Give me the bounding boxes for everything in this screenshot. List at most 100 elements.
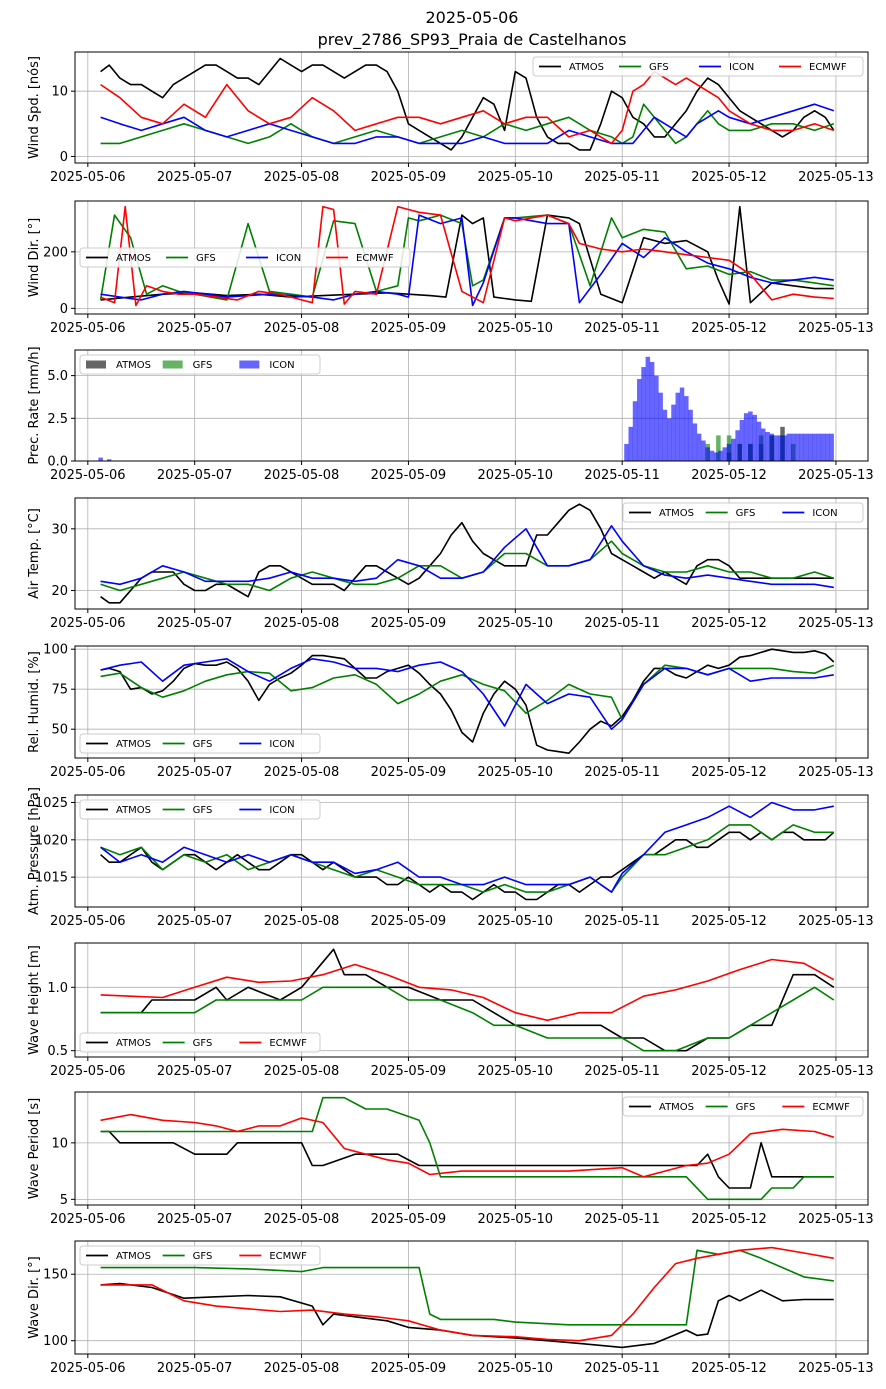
x-tick-label: 2025-05-10 (478, 170, 554, 185)
bar (658, 392, 663, 461)
x-tick-label: 2025-05-08 (264, 616, 340, 631)
legend-box (79, 1032, 321, 1053)
panel-9: 2025-05-06 2025-05-07 2025-05-08 2025-05-09… (27, 1240, 874, 1376)
bar (778, 435, 783, 461)
x-tick-label: 2025-05-11 (584, 170, 660, 185)
bar (812, 433, 817, 461)
legend-label: ECMWF (269, 1038, 307, 1049)
x-tick-label: 2025-05-07 (157, 914, 233, 929)
legend: ATMOS GFS ICON (79, 354, 321, 375)
bar (765, 431, 770, 461)
plot-area (100, 948, 835, 1052)
bar (705, 447, 710, 461)
bar (808, 433, 813, 461)
bar (816, 433, 822, 461)
x-tick-label: 2025-05-09 (371, 914, 447, 929)
y-tick-label: 10 (51, 1136, 68, 1151)
legend: ATMOS GFS ECMWF (79, 1032, 321, 1053)
bar (820, 433, 826, 461)
bar (662, 409, 668, 461)
x-tick-label: 2025-05-11 (584, 1361, 660, 1376)
plot-area (100, 1246, 834, 1349)
y-axis-label: Wind Spd. [nós] (27, 56, 42, 159)
x-tick-label: 2025-05-06 (50, 914, 126, 929)
y-tick-label: 30 (51, 522, 68, 537)
x-tick-label: 2025-05-06 (50, 468, 126, 483)
bar (799, 433, 804, 461)
y-tick-label: 150 (43, 1268, 68, 1283)
x-tick-label: 2025-05-10 (478, 1212, 554, 1227)
legend-box (622, 502, 864, 523)
plot-area (100, 1096, 835, 1201)
bar (688, 409, 693, 461)
legend-label: GFS (736, 1102, 756, 1113)
x-tick-label: 2025-05-07 (157, 468, 233, 483)
bar (773, 435, 779, 461)
axes-frame (74, 349, 869, 462)
y-tick-label: 1.0 (47, 981, 68, 996)
x-tick-label: 2025-05-12 (691, 765, 767, 780)
plot-area (100, 648, 835, 755)
bar (795, 433, 800, 461)
legend-label: ATMOS (116, 253, 151, 264)
axes-frame (74, 51, 869, 164)
x-tick-label: 2025-05-07 (157, 321, 233, 336)
panel-7: 2025-05-06 2025-05-07 2025-05-08 2025-05-09… (27, 942, 874, 1079)
panel-3: 2025-05-06 2025-05-07 2025-05-08 2025-05-09… (27, 346, 874, 483)
y-tick-label: 2.5 (47, 412, 68, 427)
plot-area (98, 356, 834, 461)
legend: ATMOS GFS ICON (79, 733, 321, 754)
series-line-icon (100, 214, 834, 307)
plot-area (99, 205, 834, 307)
y-tick-label: 100 (43, 643, 68, 658)
legend-label: ICON (269, 360, 294, 371)
x-tick-label: 2025-05-11 (584, 321, 660, 336)
bar (782, 435, 787, 461)
bar (722, 447, 728, 461)
series-line-gfs (100, 824, 834, 893)
legend: ATMOS GFS ICON ECMWF (532, 56, 864, 77)
series-line-icon (100, 524, 834, 589)
x-tick-label: 2025-05-11 (584, 468, 660, 483)
bar (632, 401, 638, 461)
bar (752, 414, 757, 461)
figure-title-line2: prev_2786_SP93_Praia de Castelhanos (318, 30, 627, 50)
panel-1: 2025-05-06 2025-05-07 2025-05-08 2025-05-09… (27, 51, 874, 185)
legend-box (532, 56, 864, 77)
y-tick-label: 200 (43, 245, 68, 260)
legend-label: ECMWF (269, 1251, 307, 1262)
plot-area (100, 57, 835, 151)
series-icon (98, 356, 834, 461)
panel-5: 2025-05-06 2025-05-07 2025-05-08 2025-05-09… (27, 643, 874, 780)
series-line-ecmwf (100, 958, 835, 1022)
series-line-atmos (100, 648, 835, 755)
y-tick-label: 20 (51, 584, 68, 599)
plot-area (100, 503, 835, 604)
x-tick-label: 2025-05-07 (157, 1212, 233, 1227)
series-line-atmos (100, 831, 835, 901)
x-tick-label: 2025-05-11 (584, 765, 660, 780)
legend-label: GFS (193, 1251, 213, 1262)
x-tick-label: 2025-05-09 (371, 170, 447, 185)
bar (716, 435, 721, 461)
panel-8: 2025-05-06 2025-05-07 2025-05-08 2025-05-09… (27, 1091, 874, 1227)
legend-label: ICON (269, 739, 294, 750)
series-line-icon (100, 657, 834, 731)
x-tick-label: 2025-05-10 (478, 914, 554, 929)
bar (790, 433, 796, 461)
x-tick-label: 2025-05-09 (371, 1212, 447, 1227)
x-tick-label: 2025-05-08 (264, 1064, 340, 1079)
panel-4: 2025-05-06 2025-05-07 2025-05-08 2025-05-09… (27, 497, 874, 631)
x-tick-label: 2025-05-09 (371, 468, 447, 483)
axes-frame (74, 200, 869, 315)
series-line-gfs (100, 986, 835, 1052)
series-line-icon (100, 801, 834, 893)
bar (803, 433, 809, 461)
legend-label: ATMOS (569, 62, 604, 73)
axes-frame (74, 1240, 869, 1355)
series-line-ecmwf (100, 1246, 834, 1342)
bar (649, 361, 655, 461)
legend-label: ICON (269, 805, 294, 816)
legend-box (79, 733, 321, 754)
panels: 2025-05-06 2025-05-07 2025-05-08 2025-05-09… (27, 51, 874, 1376)
